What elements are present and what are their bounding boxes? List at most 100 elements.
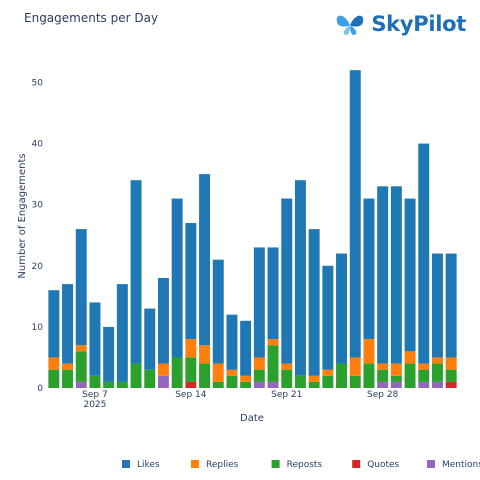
legend-label: Mentions [442, 460, 480, 470]
bar-likes-2025-09-26 [349, 70, 361, 358]
legend: Likes Replies Reposts Quotes Mentions [122, 460, 480, 470]
bar-likes-2025-09-09 [116, 284, 128, 382]
bar-reposts-2025-09-07 [89, 375, 101, 388]
bar-mentions-2025-09-12 [157, 375, 169, 388]
x-tick-label: Sep 28 [367, 390, 399, 400]
legend-swatch [352, 460, 361, 468]
bar-likes-2025-09-27 [363, 198, 375, 340]
brand-logo: SkyPilot [333, 10, 466, 38]
x-tick-label: Sep 7 [82, 390, 108, 400]
bar-reposts-2025-09-25 [336, 363, 348, 388]
bar-likes-2025-10-01 [418, 143, 430, 364]
bar-reposts-2025-09-05 [62, 369, 74, 388]
bar-reposts-2025-09-18 [240, 381, 252, 388]
bar-likes-2025-09-12 [157, 278, 169, 364]
y-tick-label: 10 [32, 323, 44, 333]
bar-replies-2025-09-30 [404, 351, 416, 364]
y-tick-label: 50 [32, 78, 44, 88]
bar-likes-2025-09-24 [322, 265, 334, 370]
bars-layer [48, 70, 457, 388]
bar-replies-2025-09-28 [377, 363, 389, 370]
bar-reposts-2025-09-24 [322, 375, 334, 388]
bar-reposts-2025-09-16 [212, 381, 224, 388]
bar-reposts-2025-09-21 [281, 369, 293, 388]
bar-reposts-2025-09-22 [294, 375, 306, 388]
bar-likes-2025-09-19 [253, 247, 265, 358]
bar-likes-2025-09-16 [212, 259, 224, 364]
bar-replies-2025-09-15 [199, 345, 211, 364]
legend-label: Likes [137, 460, 160, 470]
bar-quotes-2025-09-14 [185, 381, 197, 388]
bar-replies-2025-09-14 [185, 339, 197, 358]
bar-reposts-2025-09-08 [103, 381, 115, 388]
x-tick-label: Sep 14 [175, 390, 207, 400]
bar-replies-2025-09-26 [349, 357, 361, 376]
bar-mentions-2025-10-01 [418, 381, 430, 388]
legend-item-replies[interactable]: Replies [191, 460, 239, 470]
legend-item-quotes[interactable]: Quotes [352, 460, 400, 470]
bar-reposts-2025-09-19 [253, 369, 265, 382]
bar-quotes-2025-10-03 [445, 381, 457, 388]
bar-mentions-2025-09-28 [377, 381, 389, 388]
legend-swatch [271, 460, 280, 468]
bar-reposts-2025-10-03 [445, 369, 457, 382]
bar-reposts-2025-09-14 [185, 357, 197, 382]
bar-mentions-2025-09-19 [253, 381, 265, 388]
x-tick-label: 2025 [83, 400, 106, 410]
bar-replies-2025-09-18 [240, 375, 252, 382]
bar-replies-2025-10-03 [445, 357, 457, 370]
bar-reposts-2025-09-04 [48, 369, 60, 388]
bar-mentions-2025-09-06 [75, 381, 87, 388]
bar-replies-2025-09-20 [267, 339, 279, 346]
bar-likes-2025-09-06 [75, 229, 87, 346]
bar-likes-2025-10-03 [445, 253, 457, 358]
chart-title: Engagements per Day [24, 11, 159, 25]
legend-label: Quotes [367, 460, 399, 470]
bar-replies-2025-09-05 [62, 363, 74, 370]
bar-reposts-2025-09-10 [130, 363, 142, 388]
y-axis-ticks: 0 10 20 30 40 50 [32, 78, 44, 394]
bar-reposts-2025-09-27 [363, 363, 375, 388]
bar-likes-2025-09-10 [130, 180, 142, 364]
bar-reposts-2025-09-20 [267, 345, 279, 382]
bar-likes-2025-09-29 [390, 186, 402, 364]
bar-replies-2025-09-27 [363, 339, 375, 364]
x-tick-label: Sep 21 [271, 390, 302, 400]
bar-reposts-2025-10-01 [418, 369, 430, 382]
bar-likes-2025-09-13 [171, 198, 183, 358]
bar-reposts-2025-09-29 [390, 375, 402, 382]
bar-reposts-2025-09-09 [116, 381, 128, 388]
bar-likes-2025-09-05 [62, 284, 74, 364]
bar-reposts-2025-09-13 [171, 357, 183, 388]
legend-swatch [122, 460, 130, 468]
bar-replies-2025-09-04 [48, 357, 60, 370]
bar-likes-2025-09-15 [199, 174, 211, 346]
y-tick-label: 30 [32, 201, 44, 211]
legend-item-mentions[interactable]: Mentions [427, 460, 480, 470]
legend-item-reposts[interactable]: Reposts [271, 460, 323, 470]
bar-likes-2025-09-23 [308, 229, 320, 376]
bar-replies-2025-09-16 [212, 363, 224, 382]
bar-likes-2025-09-08 [103, 326, 115, 382]
butterfly-icon [337, 15, 364, 35]
bar-reposts-2025-09-15 [199, 363, 211, 388]
bar-replies-2025-09-12 [157, 363, 169, 376]
bar-reposts-2025-10-02 [431, 363, 443, 382]
bar-reposts-2025-09-26 [349, 375, 361, 388]
bar-likes-2025-09-18 [240, 320, 252, 376]
bar-likes-2025-09-04 [48, 290, 60, 358]
y-axis-title: Number of Engagements [17, 153, 28, 278]
bar-reposts-2025-09-17 [226, 375, 238, 388]
bar-replies-2025-09-24 [322, 369, 334, 376]
bar-reposts-2025-09-30 [404, 363, 416, 388]
bar-likes-2025-09-22 [294, 180, 306, 376]
legend-item-likes[interactable]: Likes [122, 460, 160, 470]
bar-likes-2025-09-25 [336, 253, 348, 364]
bar-likes-2025-09-14 [185, 223, 197, 340]
legend-swatch [191, 460, 199, 468]
bar-likes-2025-09-11 [144, 308, 156, 370]
bar-mentions-2025-09-20 [267, 381, 279, 388]
legend-swatch [427, 460, 435, 468]
bar-replies-2025-09-06 [75, 345, 87, 352]
